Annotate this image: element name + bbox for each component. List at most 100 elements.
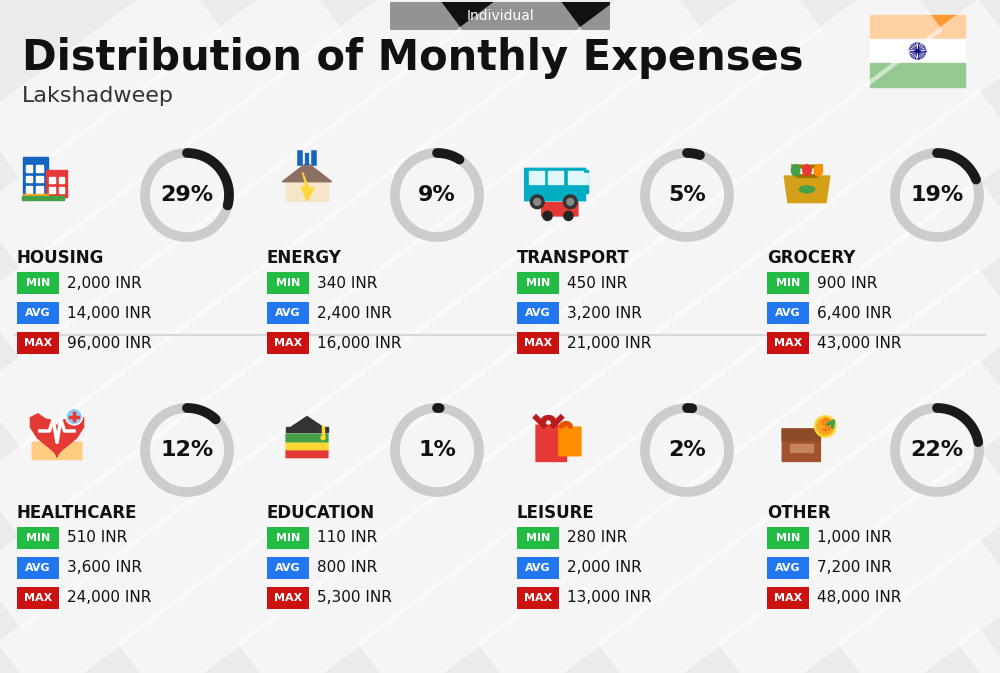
Text: MAX: MAX	[774, 338, 802, 348]
Circle shape	[563, 195, 577, 209]
FancyBboxPatch shape	[542, 203, 578, 216]
Bar	[49, 177, 55, 183]
Text: Distribution of Monthly Expenses: Distribution of Monthly Expenses	[22, 37, 804, 79]
Text: 2,400 INR: 2,400 INR	[317, 306, 392, 320]
Text: MAX: MAX	[274, 338, 302, 348]
Text: AVG: AVG	[275, 563, 301, 573]
Text: 2%: 2%	[668, 440, 706, 460]
FancyBboxPatch shape	[17, 527, 59, 549]
Text: MAX: MAX	[24, 593, 52, 603]
FancyBboxPatch shape	[767, 332, 809, 354]
FancyBboxPatch shape	[267, 332, 309, 354]
Circle shape	[567, 199, 574, 205]
Bar	[22, 196, 64, 200]
Text: HEALTHCARE: HEALTHCARE	[17, 504, 138, 522]
Bar	[581, 170, 588, 193]
Text: 800 INR: 800 INR	[317, 561, 377, 575]
Text: TRANSPORT: TRANSPORT	[517, 249, 630, 267]
Text: 7,200 INR: 7,200 INR	[817, 561, 892, 575]
FancyBboxPatch shape	[782, 429, 820, 441]
Bar	[286, 427, 328, 432]
Circle shape	[564, 211, 573, 221]
Bar	[59, 177, 64, 183]
Polygon shape	[784, 176, 830, 203]
Text: MIN: MIN	[26, 533, 50, 543]
Text: 29%: 29%	[160, 185, 214, 205]
Text: 19%: 19%	[910, 185, 964, 205]
Text: 22%: 22%	[910, 440, 964, 460]
FancyBboxPatch shape	[517, 587, 559, 609]
Text: 110 INR: 110 INR	[317, 530, 377, 546]
FancyBboxPatch shape	[17, 302, 59, 324]
Text: MAX: MAX	[524, 593, 552, 603]
Text: 13,000 INR: 13,000 INR	[567, 590, 652, 606]
Polygon shape	[301, 172, 314, 201]
Bar	[23, 194, 48, 197]
Text: 6,400 INR: 6,400 INR	[817, 306, 892, 320]
Circle shape	[321, 436, 325, 439]
FancyBboxPatch shape	[767, 302, 809, 324]
Text: 3,200 INR: 3,200 INR	[567, 306, 642, 320]
Text: 1%: 1%	[418, 440, 456, 460]
Text: MIN: MIN	[276, 533, 300, 543]
Text: 1,000 INR: 1,000 INR	[817, 530, 892, 546]
Bar	[26, 165, 32, 172]
Text: MAX: MAX	[24, 338, 52, 348]
Bar	[790, 444, 813, 452]
Circle shape	[530, 195, 544, 209]
Circle shape	[534, 199, 541, 205]
FancyBboxPatch shape	[17, 332, 59, 354]
Bar	[49, 186, 55, 192]
Circle shape	[66, 409, 82, 425]
Polygon shape	[30, 414, 84, 439]
Text: 2,000 INR: 2,000 INR	[567, 561, 642, 575]
Circle shape	[543, 211, 552, 221]
Text: LEISURE: LEISURE	[517, 504, 595, 522]
Bar	[26, 176, 32, 182]
FancyBboxPatch shape	[17, 557, 59, 579]
Text: 900 INR: 900 INR	[817, 275, 877, 291]
FancyBboxPatch shape	[517, 302, 559, 324]
FancyBboxPatch shape	[517, 557, 559, 579]
Text: MAX: MAX	[524, 338, 552, 348]
Text: 510 INR: 510 INR	[67, 530, 127, 546]
FancyBboxPatch shape	[286, 434, 328, 441]
Text: AVG: AVG	[25, 308, 51, 318]
Text: MAX: MAX	[774, 593, 802, 603]
FancyBboxPatch shape	[267, 272, 309, 294]
Bar	[528, 172, 544, 184]
Ellipse shape	[791, 165, 800, 176]
Text: AVG: AVG	[525, 308, 551, 318]
FancyBboxPatch shape	[767, 587, 809, 609]
Text: 2,000 INR: 2,000 INR	[67, 275, 142, 291]
Text: $: $	[819, 417, 831, 435]
FancyBboxPatch shape	[390, 2, 610, 30]
Text: 16,000 INR: 16,000 INR	[317, 336, 402, 351]
Bar	[581, 173, 588, 184]
Text: AVG: AVG	[525, 563, 551, 573]
Text: MAX: MAX	[274, 593, 302, 603]
Text: 5,300 INR: 5,300 INR	[317, 590, 392, 606]
Bar	[870, 15, 965, 39]
Text: 340 INR: 340 INR	[317, 275, 377, 291]
FancyBboxPatch shape	[267, 587, 309, 609]
Text: AVG: AVG	[775, 563, 801, 573]
Bar	[548, 172, 563, 184]
FancyBboxPatch shape	[32, 442, 82, 460]
Text: 280 INR: 280 INR	[567, 530, 627, 546]
FancyBboxPatch shape	[767, 527, 809, 549]
FancyBboxPatch shape	[267, 527, 309, 549]
Bar	[870, 63, 965, 87]
Text: 450 INR: 450 INR	[567, 275, 627, 291]
FancyBboxPatch shape	[517, 272, 559, 294]
FancyBboxPatch shape	[517, 527, 559, 549]
Text: MIN: MIN	[276, 278, 300, 288]
FancyBboxPatch shape	[286, 442, 328, 450]
Text: EDUCATION: EDUCATION	[267, 504, 375, 522]
Bar	[46, 170, 67, 197]
Text: 96,000 INR: 96,000 INR	[67, 336, 152, 351]
Text: 14,000 INR: 14,000 INR	[67, 306, 151, 320]
Text: OTHER: OTHER	[767, 504, 831, 522]
Polygon shape	[291, 417, 323, 427]
Text: AVG: AVG	[275, 308, 301, 318]
